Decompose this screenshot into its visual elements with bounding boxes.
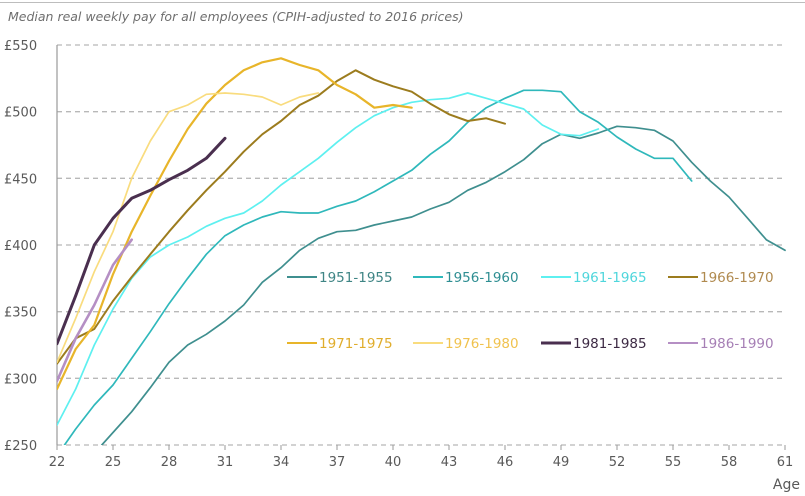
legend-label: 1956-1960: [445, 270, 519, 286]
legend-item-1961-1965: 1961-1965: [541, 270, 647, 286]
legend-label: 1951-1955: [319, 270, 393, 286]
legend-label: 1961-1965: [573, 270, 647, 286]
legend: 1951-1955 1956-1960 1961-1965 1966-1970 1971…: [287, 270, 774, 352]
series-line-1981-1985: [57, 136, 227, 346]
x-tick-label: 28: [161, 455, 178, 470]
x-tick-label: 31: [217, 455, 234, 470]
x-tick-label: 25: [105, 455, 122, 470]
x-tick-label: 49: [553, 455, 570, 470]
series-line-1966-1970: [57, 69, 506, 365]
x-tick-label: 61: [777, 455, 794, 470]
legend-item-1976-1980: 1976-1980: [413, 336, 519, 352]
y-tick-label: £400: [4, 239, 37, 254]
legend-label: 1971-1975: [319, 336, 393, 352]
x-axis: 22 25 28 31 34 37 40 43 46 49 52 55 58 61: [49, 445, 794, 470]
series-line-1986-1990: [57, 238, 133, 383]
y-tick-label: £500: [4, 106, 37, 121]
x-tick-label: 52: [609, 455, 626, 470]
x-tick-label: 43: [441, 455, 458, 470]
y-tick-label: £300: [4, 372, 37, 387]
legend-item-1971-1975: 1971-1975: [287, 336, 393, 352]
legend-label: 1981-1985: [573, 336, 647, 352]
x-axis-label: Age: [773, 477, 800, 493]
legend-item-1956-1960: 1956-1960: [413, 270, 519, 286]
y-tick-label: £450: [4, 172, 37, 187]
series-line-1971-1975: [57, 57, 413, 391]
y-tick-label: £250: [4, 439, 37, 454]
chart-title: Median real weekly pay for all employees…: [8, 9, 464, 24]
legend-item-1981-1985: 1981-1985: [541, 336, 647, 352]
series-lines: [57, 57, 786, 445]
legend-item-1951-1955: 1951-1955: [287, 270, 393, 286]
legend-label: 1976-1980: [445, 336, 519, 352]
series-line-1956-1960: [63, 89, 693, 445]
x-tick-label: 46: [497, 455, 514, 470]
series-line-1976-1980: [57, 92, 320, 364]
top-rule: [0, 2, 805, 3]
y-tick-label: £350: [4, 306, 37, 321]
x-tick-label: 58: [721, 455, 738, 470]
y-tick-label: £550: [4, 39, 37, 54]
series-line-1961-1965: [57, 92, 600, 426]
x-tick-label: 37: [329, 455, 346, 470]
gridlines: [57, 44, 785, 446]
x-tick-label: 34: [273, 455, 290, 470]
y-axis: £250 £300 £350 £400 £450 £500 £550: [4, 39, 58, 454]
series-line-1951-1955: [100, 125, 786, 445]
legend-label: 1966-1970: [700, 270, 774, 286]
legend-item-1966-1970: 1966-1970: [668, 270, 774, 286]
x-tick-label: 22: [49, 455, 66, 470]
x-tick-label: 55: [665, 455, 682, 470]
legend-item-1986-1990: 1986-1990: [668, 336, 774, 352]
legend-label: 1986-1990: [700, 336, 774, 352]
x-tick-label: 40: [385, 455, 402, 470]
